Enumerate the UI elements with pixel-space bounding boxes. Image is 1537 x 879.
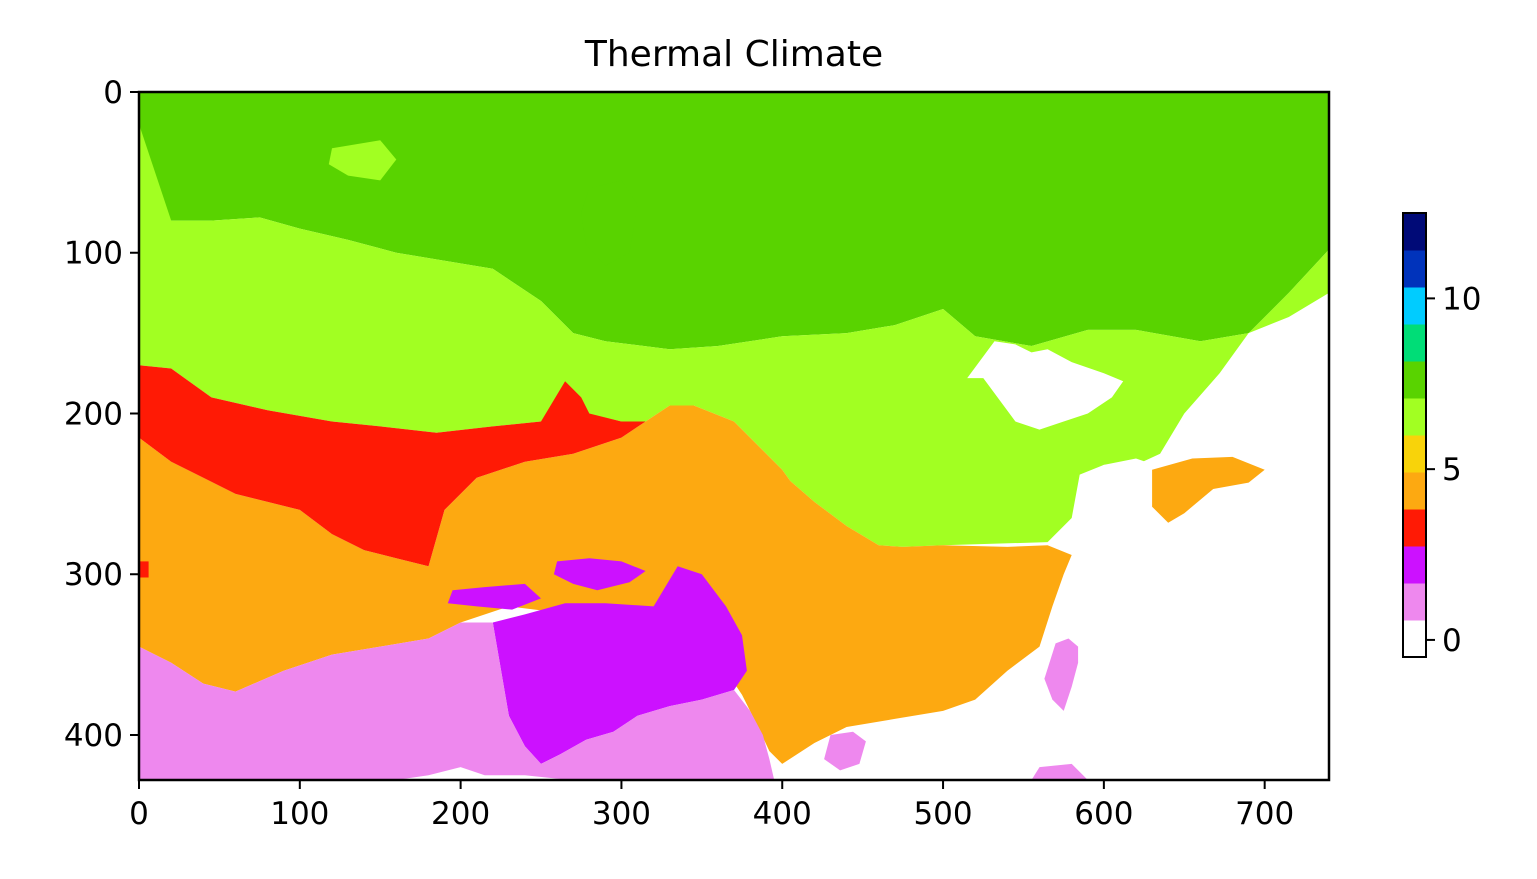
colorbar-segment	[1403, 509, 1426, 547]
colorbar-frame	[1402, 212, 1427, 658]
heatmap-region-class-6	[328, 140, 397, 181]
y-tick-label: 400	[64, 718, 123, 754]
heatmap-region-class-1	[824, 731, 866, 771]
colorbar-segment	[1403, 361, 1426, 399]
colorbar-tick-label: 10	[1442, 281, 1481, 317]
heatmap-region-class-0	[774, 292, 1329, 780]
colorbar-segment	[1403, 250, 1426, 288]
y-axis: 0 100 200 300 400	[64, 75, 139, 754]
x-tick-label: 600	[1074, 796, 1133, 832]
heatmap-region-class-3	[139, 561, 149, 578]
colorbar-segment	[1403, 213, 1426, 251]
colorbar-segment	[1403, 546, 1426, 584]
colorbar-tick-label: 5	[1442, 452, 1462, 488]
heatmap-region-class-2	[447, 583, 541, 610]
x-tick-label: 0	[129, 796, 149, 832]
y-tick-label: 100	[64, 236, 123, 272]
heatmap-region-class-1	[139, 622, 775, 780]
x-axis: 0 100 200 300 400 500 600 700	[129, 780, 1294, 832]
heatmap-region-class-7	[581, 180, 638, 266]
colorbar-segment	[1403, 472, 1426, 510]
y-tick-label: 200	[64, 396, 123, 432]
colorbar: 0 5 10	[1402, 212, 1481, 659]
colorbar-segment	[1403, 620, 1426, 658]
heatmap-region-class-2	[553, 558, 646, 591]
y-tick-label: 0	[103, 75, 123, 111]
heatmap-region-class-6	[139, 124, 1329, 547]
y-tick-label: 300	[64, 557, 123, 593]
heatmap-region-class-4	[1152, 456, 1265, 523]
x-tick-label: 200	[431, 796, 490, 832]
heatmap-region-class-0	[967, 341, 1124, 430]
x-tick-label: 100	[270, 796, 329, 832]
heatmap-region-class-1	[1031, 763, 1088, 780]
colorbar-segment	[1403, 398, 1426, 436]
colorbar-segment	[1403, 435, 1426, 473]
heatmap-regions	[139, 92, 1329, 780]
x-tick-label: 500	[913, 796, 972, 832]
x-tick-label: 400	[753, 796, 812, 832]
heatmap-region-class-1	[1044, 638, 1079, 711]
x-tick-label: 700	[1235, 796, 1294, 832]
x-tick-label: 300	[592, 796, 651, 832]
plot-frame	[137, 90, 1331, 782]
colorbar-segment	[1403, 287, 1426, 325]
heatmap-region-class-2	[492, 566, 747, 764]
heatmap-region-class-3	[139, 365, 646, 567]
heatmap-region-class-7	[139, 92, 1329, 350]
colorbar-segment	[1403, 324, 1426, 362]
chart-title: Thermal Climate	[584, 34, 883, 75]
colorbar-tick-label: 0	[1442, 623, 1462, 659]
colorbar-segment	[1403, 583, 1426, 621]
